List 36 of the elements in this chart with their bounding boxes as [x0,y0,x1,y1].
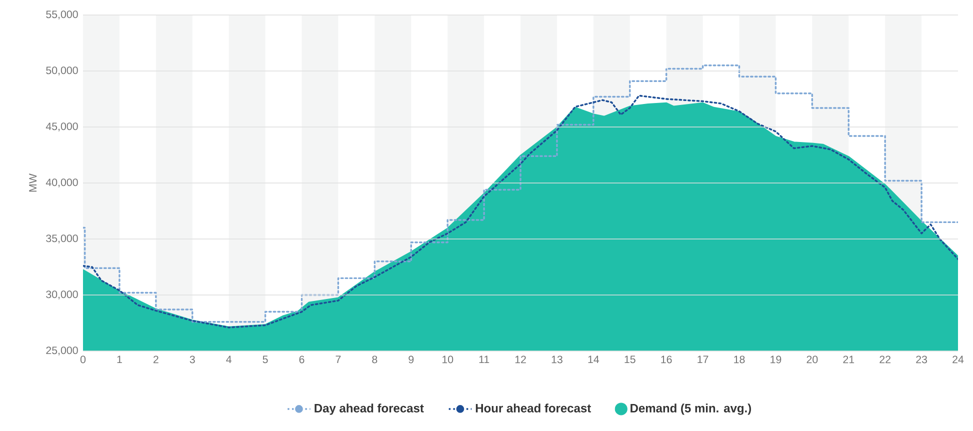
x-tick-label: 19 [770,356,782,364]
x-tick-label: 13 [552,356,562,364]
y-tick-label: 30,000 [46,290,78,300]
x-tick-label: 2 [154,356,158,364]
x-tick-label: 14 [588,356,600,364]
legend-label: Day ahead forecast [314,404,424,415]
x-tick-label: 20 [806,356,818,364]
legend-label: Demand (5 min. avg.) [630,404,752,415]
x-tick-label: 10 [442,356,454,364]
x-tick-label: 6 [299,356,304,364]
x-tick-label: 0 [80,356,86,364]
x-tick-label: 1 [117,356,122,364]
x-tick-label: 15 [624,356,636,364]
y-tick-label: 50,000 [46,66,78,76]
x-tick-label: 11 [479,356,490,364]
x-tick-label: 22 [880,356,890,364]
y-axis-title: MW [29,174,37,192]
x-tick-label: 23 [916,356,927,364]
x-tick-label: 21 [843,356,854,364]
y-tick-label: 55,000 [46,10,78,20]
y-tick-label: 35,000 [46,234,78,244]
x-tick-label: 16 [661,356,672,364]
x-tick-label: 9 [408,356,414,364]
x-tick-label: 5 [262,356,268,364]
x-tick-label: 7 [336,356,341,364]
x-tick-label: 3 [190,356,195,364]
x-tick-label: 4 [226,356,232,364]
y-tick-label: 25,000 [46,346,78,356]
y-tick-label: 40,000 [46,178,78,188]
x-tick-label: 12 [515,356,526,364]
x-tick-label: 8 [372,356,378,364]
x-tick-label: 24 [952,356,964,364]
x-tick-label: 18 [734,356,745,364]
legend-label: Hour ahead forecast [476,404,591,412]
x-tick-label: 17 [698,356,708,364]
y-tick-label: 45,000 [46,122,78,132]
